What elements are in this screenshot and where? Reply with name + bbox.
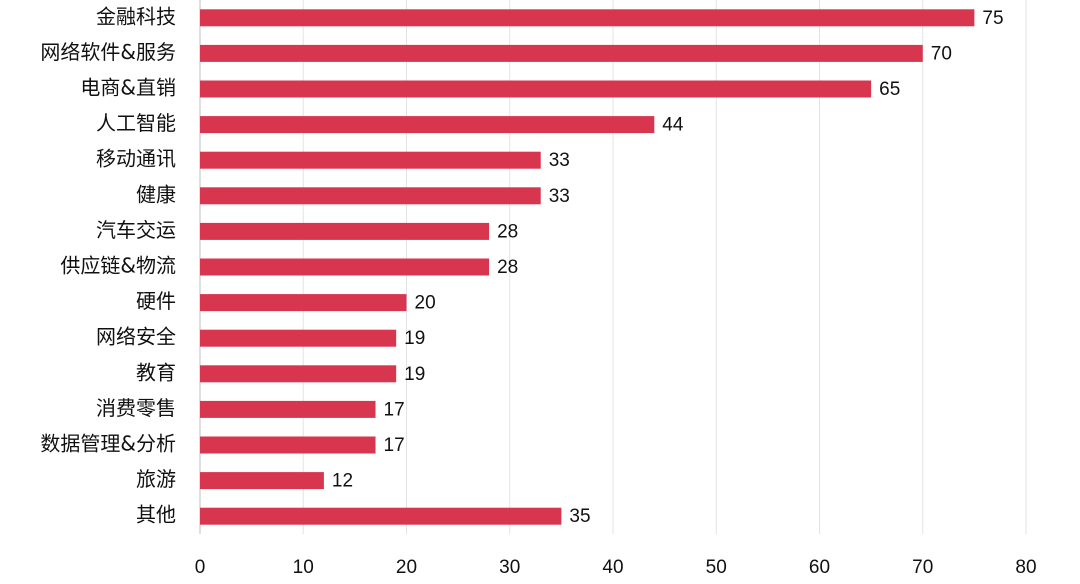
bar [200, 258, 490, 276]
value-label: 33 [549, 186, 570, 207]
value-label: 35 [569, 506, 590, 527]
bar [200, 9, 975, 27]
x-tick-label: 30 [499, 557, 520, 578]
value-label: 28 [497, 257, 518, 278]
y-tick-label: 数据管理&分析 [40, 432, 176, 456]
bar [200, 294, 407, 312]
x-tick-label: 0 [195, 557, 206, 578]
bar [200, 365, 397, 383]
bar [200, 80, 872, 98]
bar [200, 472, 324, 490]
x-tick-label: 60 [809, 557, 830, 578]
value-label: 75 [982, 8, 1003, 29]
y-tick-label: 消费零售 [96, 396, 176, 420]
x-tick-label: 50 [706, 557, 727, 578]
y-tick-label: 汽车交运 [96, 218, 176, 242]
y-tick-label: 电商&直销 [80, 76, 176, 100]
x-tick-label: 20 [396, 557, 417, 578]
bar [200, 507, 562, 525]
bar [200, 187, 541, 205]
value-label: 65 [879, 79, 900, 100]
value-label: 44 [662, 115, 684, 136]
bar [200, 436, 376, 454]
y-tick-label: 移动通讯 [96, 147, 176, 171]
bar [200, 116, 655, 134]
x-tick-label: 70 [912, 557, 933, 578]
bar [200, 329, 397, 347]
y-tick-label: 健康 [136, 182, 176, 206]
y-tick-label: 旅游 [136, 467, 176, 491]
value-label: 19 [404, 364, 425, 385]
y-tick-label: 其他 [136, 503, 176, 527]
y-tick-label: 教育 [136, 360, 176, 384]
value-label: 17 [384, 435, 405, 456]
x-tick-label: 40 [602, 557, 623, 578]
y-tick-label: 网络安全 [96, 325, 176, 349]
bar [200, 151, 541, 169]
bar [200, 222, 490, 240]
y-tick-label: 金融科技 [96, 4, 176, 28]
value-label: 33 [549, 150, 570, 171]
value-label: 28 [497, 221, 518, 242]
value-label: 20 [415, 293, 436, 314]
value-label: 17 [384, 399, 405, 420]
y-tick-label: 网络软件&服务 [40, 40, 176, 64]
value-label: 70 [931, 43, 952, 64]
x-tick-label: 80 [1015, 557, 1036, 578]
bar [200, 400, 376, 418]
y-tick-label: 人工智能 [96, 111, 176, 135]
value-label: 12 [332, 471, 353, 492]
y-tick-label: 硬件 [136, 289, 176, 313]
bar [200, 44, 923, 62]
y-tick-label: 供应链&物流 [60, 254, 176, 278]
x-tick-label: 10 [293, 557, 314, 578]
value-label: 19 [404, 328, 425, 349]
